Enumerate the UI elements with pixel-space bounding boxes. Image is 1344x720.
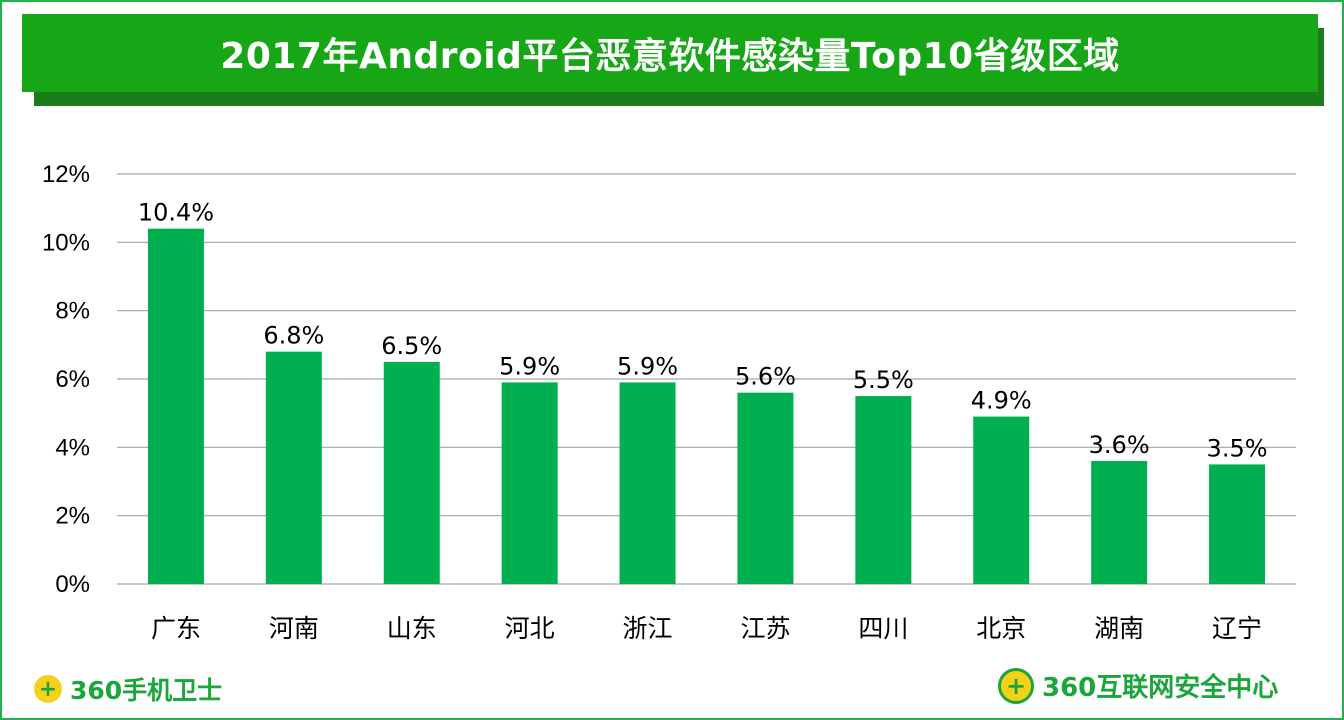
title-bar: 2017年Android平台恶意软件感染量Top10省级区域 [22, 14, 1318, 92]
bar [383, 361, 440, 584]
right-logo-text: 360互联网安全中心 [1042, 673, 1279, 703]
bar [1091, 461, 1148, 584]
y-axis-tick-labels: 0% 2% 4% 6% 8% 10% 12% [42, 161, 90, 598]
bars [147, 228, 1266, 584]
bar [1209, 464, 1266, 584]
x-category-label: 浙江 [623, 614, 673, 643]
data-label: 5.9% [499, 352, 560, 380]
left-logo-text: 360手机卫士 [70, 676, 223, 705]
x-category-label: 四川 [858, 614, 908, 643]
y-tick-label: 10% [42, 229, 90, 256]
bar [501, 382, 558, 584]
x-category-label: 江苏 [740, 614, 790, 643]
360-shield-plus-icon: + [34, 675, 62, 703]
bar [147, 228, 204, 584]
bar [619, 382, 676, 584]
x-category-label: 湖南 [1094, 614, 1144, 643]
bar [855, 396, 912, 584]
data-label: 4.9% [971, 387, 1032, 415]
bar [737, 392, 794, 584]
x-category-label: 辽宁 [1212, 614, 1262, 643]
data-label: 10.4% [138, 199, 214, 227]
data-label: 6.5% [381, 332, 442, 360]
bar [973, 416, 1030, 584]
x-category-label: 北京 [976, 614, 1026, 643]
data-label: 5.6% [735, 363, 796, 391]
360-laurel-plus-icon: + [998, 667, 1034, 704]
x-category-label: 山东 [387, 614, 437, 643]
bar [265, 351, 322, 584]
y-tick-label: 0% [55, 571, 90, 598]
data-label: 5.9% [617, 352, 678, 380]
y-tick-label: 12% [42, 161, 90, 188]
x-axis-category-labels: 广东 河南 山东 河北 浙江 江苏 四川 北京 湖南 辽宁 [151, 614, 1262, 643]
chart-title: 2017年Android平台恶意软件感染量Top10省级区域 [220, 36, 1120, 77]
x-category-label: 河北 [505, 614, 555, 643]
data-label: 3.6% [1089, 431, 1150, 459]
data-label: 5.5% [853, 366, 914, 394]
data-labels: 10.4% 6.8% 6.5% 5.9% 5.9% 5.6% 5.5% 4.9% 3.6% 3.5… [138, 199, 1268, 463]
x-category-label: 广东 [151, 614, 201, 643]
data-label: 3.5% [1207, 434, 1268, 462]
data-label: 6.8% [263, 322, 324, 350]
y-tick-label: 4% [55, 434, 90, 461]
y-tick-label: 6% [55, 366, 90, 393]
y-tick-label: 2% [55, 503, 90, 530]
360-internet-security-center-logo: + 360互联网安全中心 [998, 667, 1278, 704]
x-category-label: 河南 [269, 614, 319, 643]
360-mobile-guard-logo: + 360手机卫士 [34, 671, 222, 707]
y-tick-label: 8% [55, 298, 90, 325]
